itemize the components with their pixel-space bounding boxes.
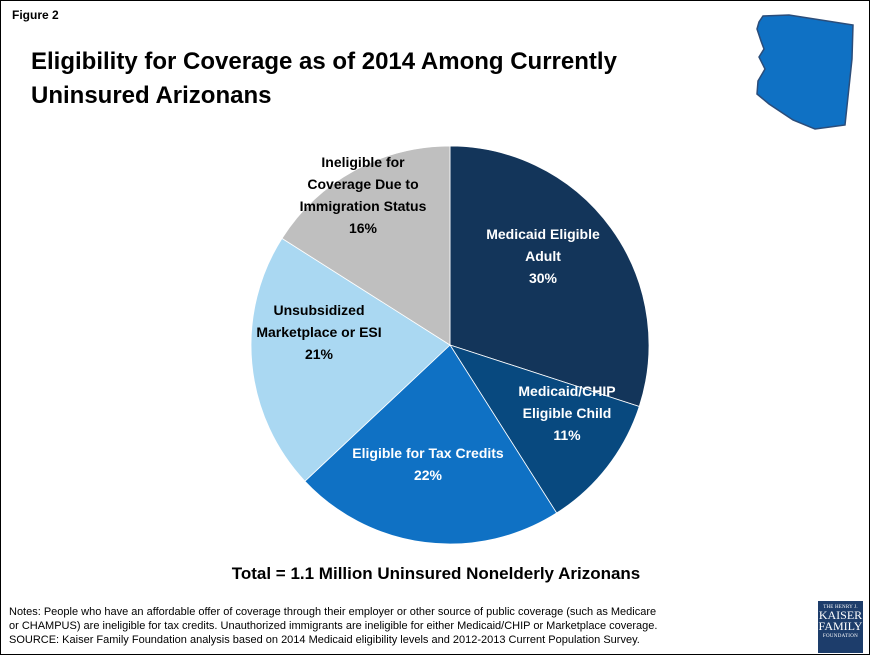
slice-category-label: Medicaid Eligible	[486, 226, 600, 242]
slice-label: Unsubsidized Marketplace or ESI 21%	[256, 302, 381, 362]
slice-value-label: 30%	[529, 270, 558, 286]
figure-label: Figure 2	[12, 8, 59, 22]
arizona-state-icon	[756, 14, 854, 130]
notes-block: Notes: People who have an affordable off…	[9, 605, 809, 647]
chart-title: Eligibility for Coverage as of 2014 Amon…	[31, 48, 617, 109]
slice-value-label: 11%	[553, 427, 581, 443]
slice-category-label: Eligible for Tax Credits	[352, 445, 504, 461]
slice-category-label: Marketplace or ESI	[256, 324, 381, 340]
kaiser-logo: THE HENRY J. KAISER FAMILY FOUNDATION	[818, 601, 863, 653]
logo-line-family: FAMILY	[818, 619, 863, 633]
slice-label: Medicaid Eligible Adult 30%	[486, 226, 600, 286]
slice-label: Medicaid/CHIP Eligible Child 11%	[518, 383, 615, 443]
slice-value-label: 21%	[305, 346, 334, 362]
pie-slice	[304, 344, 558, 545]
slice-category-label: Unsubsidized	[273, 302, 364, 318]
source-line: SOURCE: Kaiser Family Foundation analysi…	[9, 634, 640, 646]
total-caption: Total = 1.1 Million Uninsured Nonelderly…	[231, 564, 641, 583]
pie-slice	[250, 237, 451, 482]
arizona-state-shape	[756, 14, 854, 130]
pie-slice	[449, 344, 640, 514]
logo-bottom-text: FOUNDATION	[822, 634, 859, 639]
pie-slice	[281, 145, 451, 346]
slice-category-label: Ineligible for	[321, 154, 405, 170]
logo-line-kaiser: KAISER	[818, 608, 863, 622]
notes-line: or CHAMPUS) are ineligible for tax credi…	[9, 620, 658, 632]
slice-category-label: Coverage Due to	[307, 176, 418, 192]
slice-value-label: 16%	[349, 220, 378, 236]
slice-category-label: Eligible Child	[523, 405, 612, 421]
logo-top-text: THE HENRY J.	[823, 605, 858, 610]
slice-value-label: 22%	[414, 467, 443, 483]
slice-category-label: Adult	[525, 248, 561, 264]
slice-label: Ineligible for Coverage Due to Immigration…	[300, 154, 427, 236]
slice-category-label: Medicaid/CHIP	[518, 383, 615, 399]
pie-slice	[449, 145, 650, 407]
pie-chart: Medicaid Eligible Adult 30% Medicaid/CHIP El…	[250, 145, 650, 545]
notes-line: Notes: People who have an affordable off…	[9, 606, 657, 618]
slice-label: Eligible for Tax Credits 22%	[352, 445, 504, 483]
slice-category-label: Immigration Status	[300, 198, 427, 214]
